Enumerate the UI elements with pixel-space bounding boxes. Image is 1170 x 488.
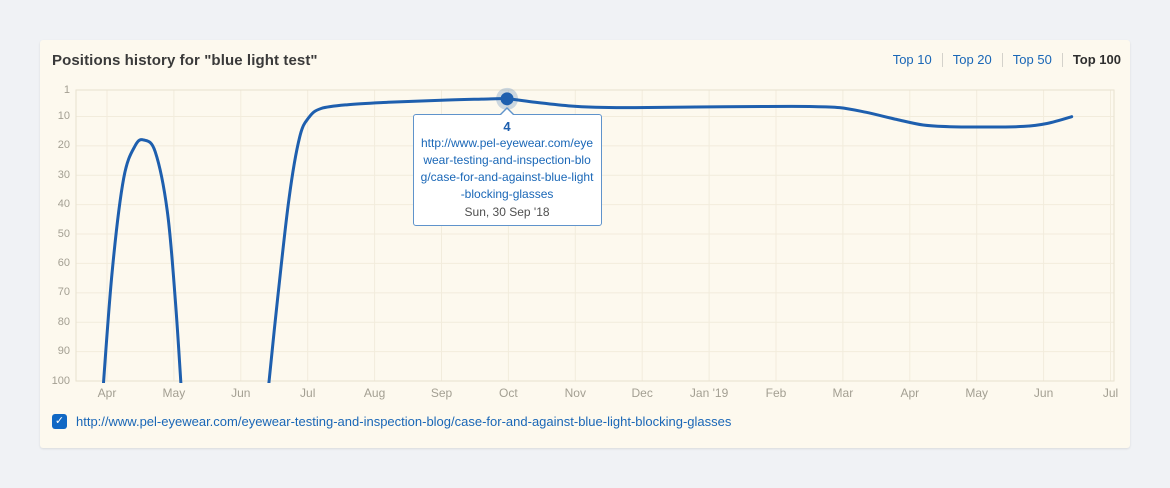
- positions-line-chart[interactable]: 1 10 20 30 40 50 60 70 80 90 100 Apr May Jun Jul Aug Sep…: [40, 40, 1130, 448]
- tooltip-url-link[interactable]: http://www.pel-eyewear.com/eyewear-testi…: [420, 135, 594, 201]
- x-axis-label: Nov: [564, 386, 586, 400]
- series-line[interactable]: [267, 97, 1074, 390]
- x-axis-label: Apr: [97, 386, 117, 400]
- y-axis-label: 1: [63, 83, 70, 96]
- x-axis-label: Dec: [631, 386, 653, 400]
- x-axis-label: Jul: [300, 386, 316, 400]
- y-axis-label: 60: [57, 256, 70, 269]
- legend-row: ✓ http://www.pel-eyewear.com/eyewear-tes…: [52, 411, 731, 431]
- x-axis-label: Jan '19: [689, 386, 729, 400]
- filter-divider: [1001, 52, 1003, 67]
- y-axis-label: 30: [57, 168, 70, 181]
- series-line[interactable]: [101, 138, 183, 390]
- legend-checkbox[interactable]: ✓: [52, 413, 67, 429]
- y-axis-label: 100: [51, 374, 70, 387]
- top-filters: Top 10 Top 20 Top 50 Top 100: [883, 52, 1121, 67]
- y-axis-label: 90: [57, 345, 70, 358]
- filter-top-100[interactable]: Top 100: [1072, 52, 1121, 67]
- y-axis-label: 20: [57, 139, 70, 152]
- tooltip-date: Sun, 30 Sep '18: [464, 204, 550, 219]
- x-axis-label: Jul: [1102, 386, 1119, 400]
- x-axis-label: Jun: [1033, 386, 1054, 400]
- plot-border: [75, 89, 1115, 382]
- page-title: Positions history for "blue light test": [52, 52, 318, 69]
- filter-divider: [1061, 52, 1063, 67]
- filter-divider: [941, 52, 943, 67]
- legend-url-link[interactable]: http://www.pel-eyewear.com/eyewear-testi…: [76, 413, 732, 429]
- filter-top-20[interactable]: Top 20: [952, 52, 992, 67]
- x-axis-label: Apr: [900, 386, 920, 400]
- x-axis-label: Sep: [430, 386, 453, 400]
- x-axis-label: May: [965, 386, 989, 400]
- x-axis-label: Aug: [363, 386, 386, 400]
- y-axis-label: 40: [57, 198, 70, 211]
- x-axis-label: Oct: [499, 386, 518, 400]
- x-axis-label: Mar: [832, 386, 854, 400]
- tooltip-position-value: 4: [503, 118, 511, 134]
- filter-top-10[interactable]: Top 10: [892, 52, 932, 67]
- y-axis-label: 50: [57, 227, 70, 240]
- point-tooltip: 4 http://www.pel-eyewear.com/eyewear-tes…: [412, 106, 602, 226]
- y-axis-label: 70: [57, 286, 70, 299]
- y-axis-label: 10: [57, 109, 70, 122]
- positions-panel: Positions history for "blue light test" …: [40, 40, 1130, 448]
- x-axis-label: Jun: [231, 386, 251, 400]
- x-axis-label: Feb: [765, 386, 787, 400]
- filter-top-50[interactable]: Top 50: [1012, 52, 1052, 67]
- y-axis-label: 80: [57, 315, 70, 328]
- x-axis-label: May: [162, 386, 186, 400]
- marker-dot[interactable]: [500, 92, 514, 106]
